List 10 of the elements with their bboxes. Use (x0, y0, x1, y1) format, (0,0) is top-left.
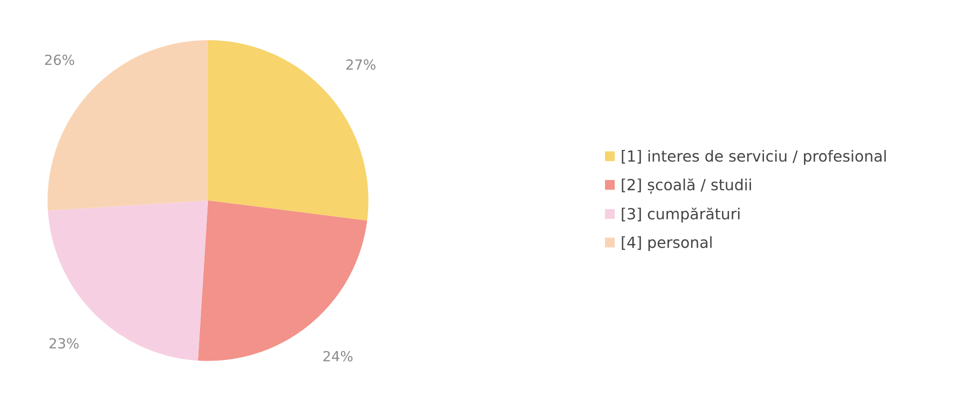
legend-label: [2] școală / studii (622, 178, 751, 194)
pie-slice (198, 200, 368, 361)
pie-slice (48, 200, 208, 361)
data-label: 26% (45, 54, 74, 66)
legend-label: [3] cumpărături (622, 208, 740, 222)
data-label: 27% (346, 59, 376, 70)
legend-label: [4] personal (622, 236, 712, 252)
data-label: 24% (323, 350, 353, 362)
data-label: 23% (50, 338, 79, 349)
legend-label: [1] interes de serviciu / profesional (622, 150, 886, 165)
